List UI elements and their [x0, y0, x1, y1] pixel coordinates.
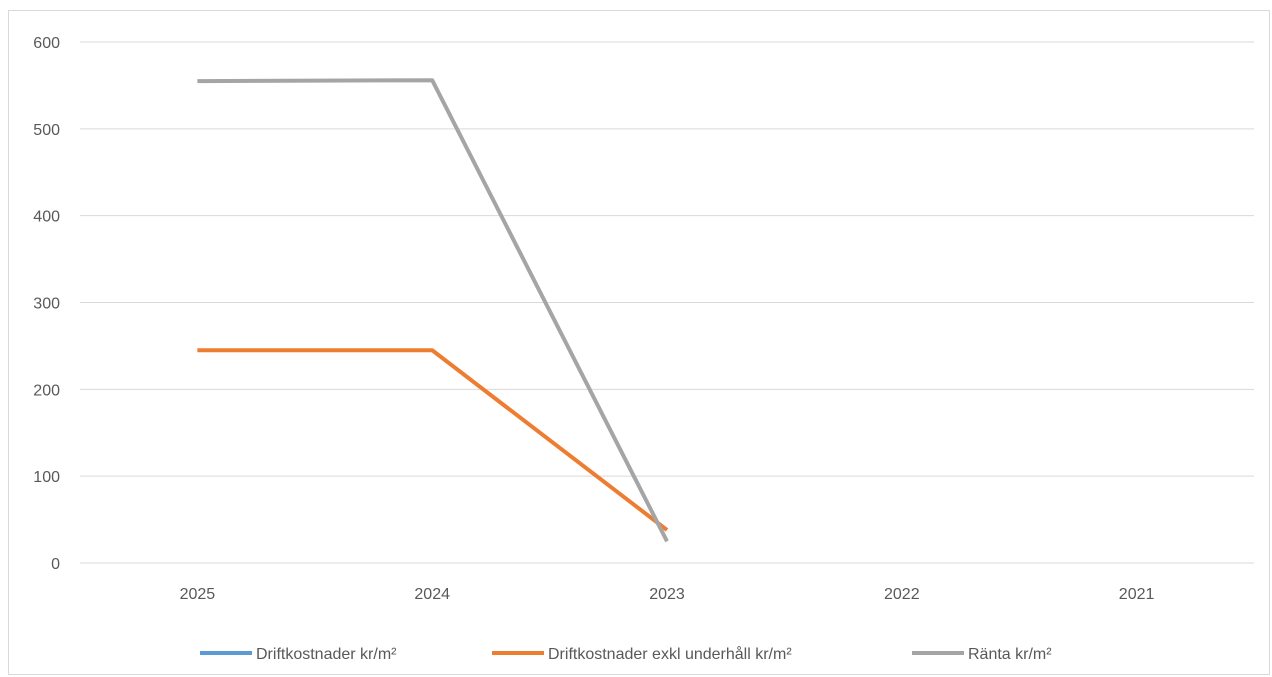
legend-label-1: Driftkostnader exkl underhåll kr/m² [548, 645, 792, 663]
grid-lines [80, 41, 1254, 564]
y-tick-label: 100 [33, 469, 60, 486]
x-tick-label: 2025 [180, 586, 216, 603]
legend-label-0: Driftkostnader kr/m² [256, 646, 397, 663]
series-line-2 [197, 78, 669, 543]
x-tick-label: 2023 [649, 586, 685, 603]
x-tick-label: 2024 [414, 586, 450, 603]
y-tick-label: 200 [33, 382, 60, 399]
y-tick-label: 400 [33, 209, 60, 226]
y-axis: 0 100 200 300 400 500 600 [33, 35, 60, 573]
chart-frame [8, 10, 1270, 675]
legend: Driftkostnader kr/m² Driftkostnader exkl … [200, 645, 1052, 663]
y-tick-label: 300 [33, 296, 60, 313]
series-group [197, 78, 669, 543]
y-tick-label: 500 [33, 122, 60, 139]
x-tick-label: 2022 [884, 586, 920, 603]
legend-label-2: Ränta kr/m² [968, 646, 1052, 663]
y-tick-label: 600 [33, 35, 60, 52]
x-tick-label: 2021 [1119, 586, 1155, 603]
series-line-1 [197, 348, 669, 532]
y-tick-label: 0 [51, 556, 60, 573]
x-axis: 2025 2024 2023 2022 2021 [180, 586, 1155, 603]
